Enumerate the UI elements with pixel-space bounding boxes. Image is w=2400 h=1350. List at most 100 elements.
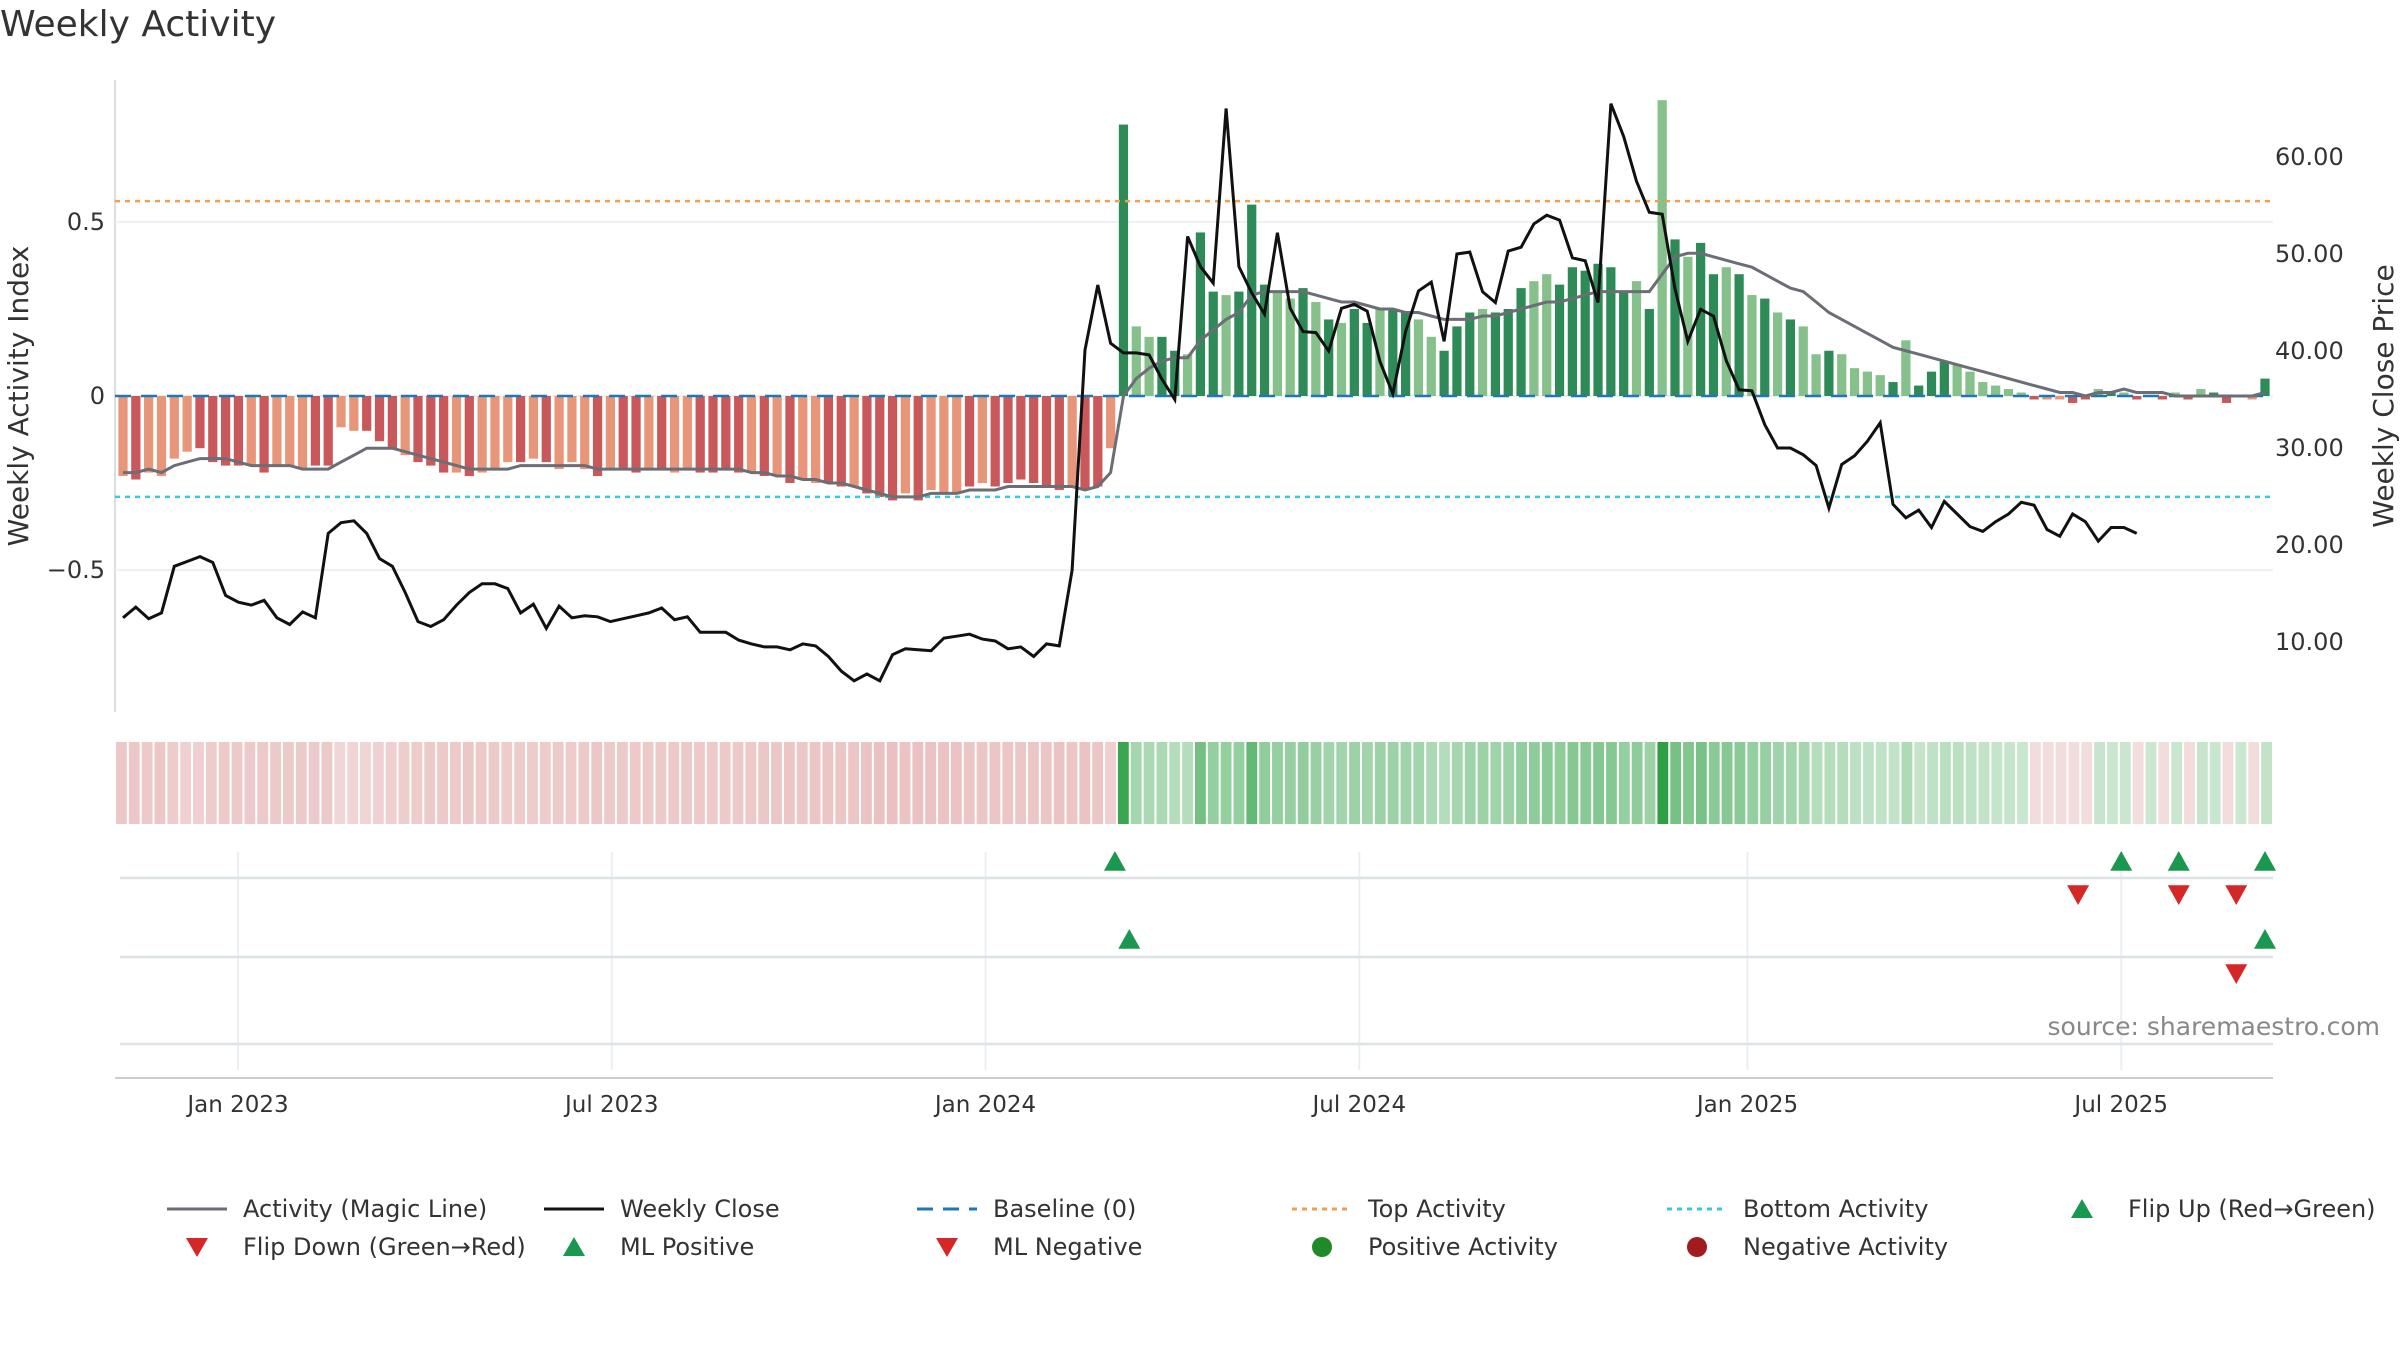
activity-bar: [1760, 298, 1770, 396]
activity-bar: [387, 396, 397, 449]
legend-label: Positive Activity: [1368, 1233, 1558, 1261]
heat-strip-cell: [1156, 742, 1168, 824]
activity-bar: [811, 396, 821, 483]
heat-strip-cell: [205, 742, 217, 824]
x-tick-label: Jul 2025: [2072, 1092, 2168, 1118]
activity-bar: [1311, 302, 1321, 396]
heat-strip-cell: [771, 742, 782, 824]
heat-strip-cell: [2017, 742, 2028, 824]
heat-strip-cell: [1606, 742, 1617, 824]
activity-bar: [1721, 267, 1731, 396]
legend-swatch-bottom: [1667, 1207, 1727, 1211]
activity-bar: [2029, 396, 2039, 400]
heat-strip-cell: [758, 742, 770, 824]
right-tick-label: 60.00: [2275, 143, 2344, 171]
legend-item-baseline: Baseline (0): [915, 1195, 1136, 1223]
activity-bar: [1401, 312, 1411, 396]
heat-strip-cell: [925, 742, 937, 824]
activity-bar: [2221, 396, 2232, 403]
activity-bar: [1285, 298, 1295, 396]
activity-bar: [1195, 232, 1206, 396]
activity-bar: [515, 396, 526, 463]
legend-item-negact: Negative Activity: [1665, 1233, 1948, 1261]
heat-strip-cell: [681, 742, 693, 824]
heat-strip-cell: [2004, 742, 2016, 824]
right-tick-label: 50.00: [2275, 240, 2344, 268]
heat-strip-cell: [822, 742, 834, 824]
activity-bar: [1272, 291, 1282, 396]
activity-bar: [2055, 396, 2065, 400]
legend-label: Activity (Magic Line): [243, 1195, 488, 1223]
legend-label: ML Negative: [993, 1233, 1143, 1261]
right-tick-label: 40.00: [2275, 337, 2344, 365]
activity-bar: [1208, 291, 1218, 396]
activity-bar: [1118, 124, 1129, 396]
activity-bar: [1388, 309, 1398, 396]
activity-bar: [362, 396, 372, 431]
heat-strip-cell: [1580, 742, 1592, 824]
activity-bar: [336, 396, 346, 428]
activity-bar: [297, 396, 308, 470]
activity-bar: [233, 396, 244, 466]
heat-strip-cell: [1284, 742, 1296, 824]
heat-strip-cell: [1837, 742, 1849, 824]
heat-strip-cell: [706, 742, 718, 824]
activity-bar: [349, 396, 359, 431]
activity-bar: [1734, 274, 1744, 396]
flip-up-marker: [2110, 851, 2133, 871]
heat-strip-cell: [1554, 742, 1566, 824]
heat-strip-cell: [2055, 742, 2067, 824]
activity-bar: [708, 396, 718, 473]
legend-label: Bottom Activity: [1743, 1195, 1929, 1223]
flip-down-marker: [2067, 885, 2090, 905]
legend-label: Flip Down (Green→Red): [243, 1233, 526, 1261]
activity-bar: [1067, 396, 1077, 487]
heat-strip-cell: [282, 742, 294, 824]
activity-bar: [1657, 100, 1667, 396]
right-tick-label: 10.00: [2275, 628, 2344, 656]
heat-strip-cell: [1683, 742, 1694, 824]
weekly-close-line: [122, 103, 2138, 683]
heat-strip-cell: [1721, 742, 1733, 824]
heat-strip-cell: [989, 742, 1001, 824]
activity-bar: [195, 396, 205, 449]
heat-strip-cell: [180, 742, 192, 824]
legend-label: Flip Up (Red→Green): [2128, 1195, 2376, 1223]
activity-bar: [1465, 312, 1475, 396]
activity-bar: [926, 396, 936, 490]
activity-bar: [1426, 336, 1436, 396]
heat-strip-cell: [1310, 742, 1322, 824]
heat-strip-cell: [1875, 742, 1887, 824]
activity-bar: [1503, 309, 1513, 396]
activity-bar: [1914, 385, 1924, 396]
activity-bar: [913, 396, 923, 501]
activity-bar: [1824, 350, 1834, 396]
heat-strip-cell: [527, 742, 538, 824]
heat-strip-cell: [385, 742, 397, 824]
activity-bar: [554, 396, 564, 470]
activity-bar: [220, 396, 231, 466]
heat-strip-cell: [1464, 742, 1476, 824]
heat-strip-cell: [244, 742, 256, 824]
heat-strip-cell: [1451, 742, 1463, 824]
chart-title: Weekly Activity: [0, 4, 277, 45]
heat-strip-cell: [1079, 742, 1091, 824]
activity-bar: [1298, 288, 1308, 396]
activity-bar: [1247, 204, 1257, 396]
activity-bar: [1888, 382, 1898, 396]
activity-bar: [156, 396, 167, 477]
legend-item-top: Top Activity: [1290, 1195, 1506, 1223]
heat-strip-cell: [2081, 742, 2093, 824]
heat-strip-cell: [154, 742, 166, 824]
activity-bar: [118, 396, 128, 477]
flip-up-marker: [2167, 851, 2190, 871]
activity-bar: [644, 396, 654, 470]
heat-strip-cell: [616, 742, 628, 824]
activity-bar: [1747, 295, 1757, 396]
heat-strip-cell: [552, 742, 564, 824]
heat-strip-cell: [2184, 742, 2195, 824]
heat-strip-cell: [1631, 742, 1643, 824]
activity-bar: [1093, 396, 1103, 487]
heat-strip-cell: [796, 742, 808, 824]
activity-bar: [1439, 350, 1449, 396]
